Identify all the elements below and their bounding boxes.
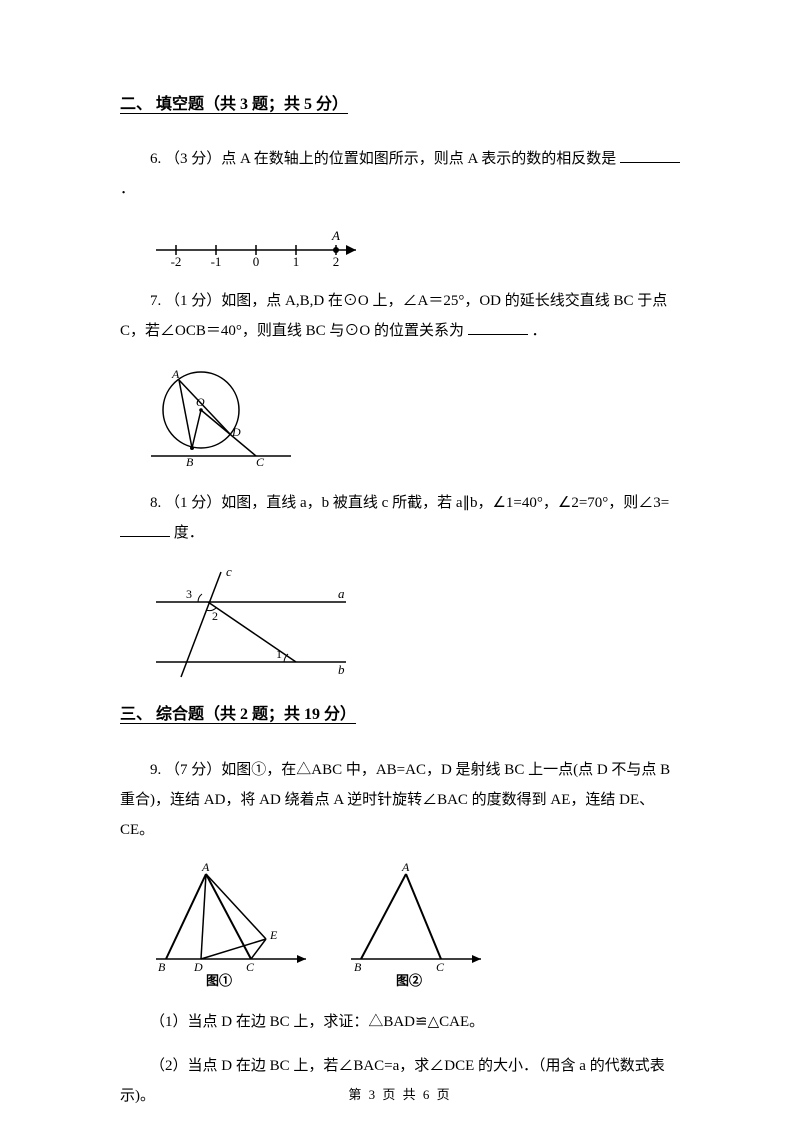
q9-f1-C: C [246, 960, 255, 974]
q8-figure: c a b 3 2 1 [146, 562, 680, 682]
q8-angle-1: 1 [276, 647, 282, 661]
section-heading-comp: 三、 综合题（共 2 题；共 19 分） [120, 700, 680, 730]
section-heading-fill: 二、 填空题（共 3 题；共 5 分） [120, 90, 680, 120]
q7-text-before: 7. （1 分）如图，点 A,B,D 在⊙O 上，∠A＝25°，OD 的延长线交… [120, 293, 667, 339]
question-9-part1: （1）当点 D 在边 BC 上，求证：△BAD≌△CAE。 [120, 1007, 680, 1037]
q9-f1-D: D [193, 960, 203, 974]
q9-f2-caption: 图② [396, 973, 422, 988]
question-9-intro: 9. （7 分）如图①，在△ABC 中，AB=AC，D 是射线 BC 上一点(点… [120, 755, 680, 845]
q7-blank [468, 319, 528, 335]
question-8: 8. （1 分）如图，直线 a，b 被直线 c 所截，若 a∥b，∠1=40°，… [120, 488, 680, 548]
page-content: 二、 填空题（共 3 题；共 5 分） 6. （3 分）点 A 在数轴上的位置如… [0, 0, 800, 1111]
q6-point-A: A [331, 228, 340, 243]
q7-label-A: A [171, 367, 180, 381]
q6-text-before: 6. （3 分）点 A 在数轴上的位置如图所示，则点 A 表示的数的相反数是 [150, 151, 616, 167]
q8-text-after: 度． [174, 525, 204, 541]
q9-f1-A: A [201, 860, 210, 874]
q6-blank [620, 147, 680, 163]
q7-figure: A O B C D [146, 360, 680, 470]
q9-f2-B: B [354, 960, 362, 974]
q8-angle-2: 2 [212, 609, 218, 623]
q9-f1-caption: 图① [206, 973, 232, 988]
q8-angle-3: 3 [186, 587, 192, 601]
q9-f1-B: B [158, 960, 166, 974]
q9-f2-C: C [436, 960, 445, 974]
question-7: 7. （1 分）如图，点 A,B,D 在⊙O 上，∠A＝25°，OD 的延长线交… [120, 286, 680, 346]
q6-tick-0: -2 [171, 254, 182, 268]
q6-tick-1: -1 [211, 254, 222, 268]
q6-text-after: ． [120, 181, 135, 197]
q6-tick-3: 1 [293, 254, 300, 268]
q6-tick-4: 2 [333, 254, 340, 268]
q7-label-C: C [256, 455, 265, 469]
page-footer: 第 3 页 共 6 页 [0, 1083, 800, 1108]
q8-label-a: a [338, 586, 345, 601]
q9-figure: A B D C E 图① A B C 图② [146, 859, 680, 989]
q7-label-B: B [186, 455, 194, 469]
q8-label-b: b [338, 662, 345, 677]
question-6: 6. （3 分）点 A 在数轴上的位置如图所示，则点 A 表示的数的相反数是 ． [120, 144, 680, 204]
q8-label-c: c [226, 564, 232, 579]
q6-tick-2: 0 [253, 254, 260, 268]
q9-f1-E: E [269, 928, 278, 942]
q8-blank [120, 521, 170, 537]
q9-f2-A: A [401, 860, 410, 874]
q7-text-after: ． [531, 323, 546, 339]
q6-figure: -2 -1 0 1 2 A [146, 218, 680, 268]
q8-text-before: 8. （1 分）如图，直线 a，b 被直线 c 所截，若 a∥b，∠1=40°，… [150, 495, 669, 511]
